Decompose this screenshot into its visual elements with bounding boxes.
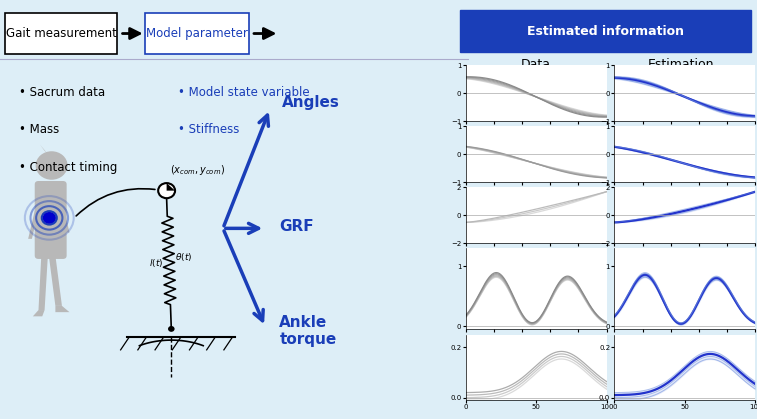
- Polygon shape: [28, 195, 42, 239]
- Text: Ankle
torque: Ankle torque: [279, 315, 337, 347]
- Text: Gait measurement: Gait measurement: [5, 27, 117, 40]
- Text: • Model state variable: • Model state variable: [179, 85, 310, 99]
- Circle shape: [42, 212, 56, 224]
- Polygon shape: [39, 256, 48, 310]
- Polygon shape: [167, 183, 175, 191]
- Polygon shape: [33, 310, 45, 316]
- Text: $l(t)$: $l(t)$: [149, 257, 164, 269]
- Text: • Mass: • Mass: [19, 123, 59, 137]
- Polygon shape: [40, 145, 47, 153]
- Polygon shape: [55, 306, 70, 312]
- Text: Model parameter: Model parameter: [146, 27, 248, 40]
- Text: Angles: Angles: [282, 95, 339, 110]
- Bar: [145, 13, 249, 54]
- Bar: [460, 10, 751, 52]
- Bar: [5, 13, 117, 54]
- Polygon shape: [48, 256, 62, 306]
- Text: $(x_{com}, y_{com})$: $(x_{com}, y_{com})$: [170, 163, 226, 177]
- Circle shape: [36, 151, 67, 180]
- Text: • Sacrum data: • Sacrum data: [19, 85, 105, 99]
- Text: GRF: GRF: [279, 219, 314, 234]
- Circle shape: [158, 183, 175, 198]
- Text: Estimated information: Estimated information: [527, 25, 684, 38]
- Polygon shape: [58, 195, 70, 233]
- Circle shape: [168, 326, 175, 332]
- Text: • Contact timing: • Contact timing: [19, 161, 117, 174]
- FancyBboxPatch shape: [35, 181, 67, 259]
- Text: • Stiffness: • Stiffness: [179, 123, 240, 137]
- Text: Estimation: Estimation: [648, 58, 715, 72]
- Text: $\theta(t)$: $\theta(t)$: [175, 251, 192, 263]
- Text: Data: Data: [521, 58, 551, 72]
